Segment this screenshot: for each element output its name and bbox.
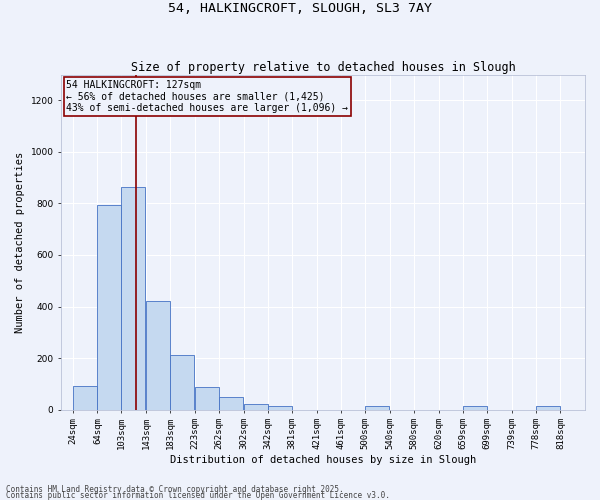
Text: 54 HALKINGCROFT: 127sqm
← 56% of detached houses are smaller (1,425)
43% of semi: 54 HALKINGCROFT: 127sqm ← 56% of detache… <box>67 80 349 113</box>
Bar <box>97 205 121 410</box>
Text: Contains public sector information licensed under the Open Government Licence v3: Contains public sector information licen… <box>6 492 390 500</box>
Bar <box>536 406 560 409</box>
Text: 54, HALKINGCROFT, SLOUGH, SL3 7AY: 54, HALKINGCROFT, SLOUGH, SL3 7AY <box>168 2 432 16</box>
Title: Size of property relative to detached houses in Slough: Size of property relative to detached ho… <box>131 60 515 74</box>
Bar <box>73 386 97 409</box>
Bar <box>195 387 219 409</box>
Y-axis label: Number of detached properties: Number of detached properties <box>15 152 25 332</box>
X-axis label: Distribution of detached houses by size in Slough: Distribution of detached houses by size … <box>170 455 476 465</box>
Text: Contains HM Land Registry data © Crown copyright and database right 2025.: Contains HM Land Registry data © Crown c… <box>6 486 344 494</box>
Bar <box>219 396 243 409</box>
Bar <box>268 406 292 409</box>
Bar <box>463 406 487 409</box>
Bar <box>121 186 145 410</box>
Bar <box>244 404 268 409</box>
Bar <box>365 406 389 409</box>
Bar <box>146 301 170 410</box>
Bar <box>170 356 194 410</box>
